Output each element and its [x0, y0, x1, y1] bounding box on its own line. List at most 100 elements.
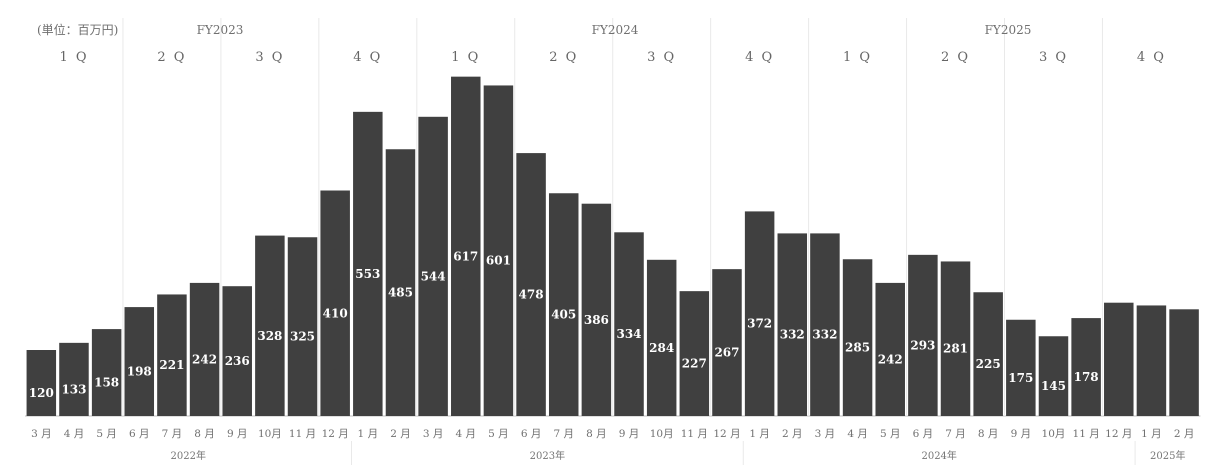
bar-value-label: 242 [192, 352, 217, 366]
quarter-label: 3 Q [647, 50, 676, 65]
month-tick-label: 6 月 [521, 428, 542, 440]
bar-value-label: 236 [225, 354, 250, 368]
bar-mark [157, 294, 187, 416]
bar-value-label: 133 [61, 382, 86, 396]
bar-value-label: 293 [910, 338, 935, 352]
month-tick-label: 1 月 [1141, 428, 1162, 440]
bar-mark [777, 233, 808, 416]
month-tick-label: 10月 [1042, 428, 1066, 440]
year-label: 2024年 [921, 449, 956, 462]
bar-value-label: 410 [323, 306, 348, 320]
bar-mark [679, 291, 710, 416]
month-tick-label: 12 月 [713, 428, 740, 440]
bar-mark [712, 269, 742, 416]
bar-mark [385, 149, 416, 416]
bar-value-label: 175 [1008, 371, 1033, 385]
unit-label: (単位：百万円) [37, 22, 118, 37]
bar-mark [222, 286, 252, 416]
bar-value-label: 544 [421, 269, 446, 283]
bar-mark [842, 259, 873, 416]
month-tick-label: 3 月 [423, 428, 444, 440]
bar-mark [189, 282, 220, 416]
month-tick-label: 4 月 [847, 428, 868, 440]
bar-mark [451, 76, 481, 417]
bar-value-label: 242 [878, 352, 903, 366]
bar-value-label: 601 [486, 254, 511, 268]
bar-value-label: 178 [1074, 370, 1099, 384]
bar-mark [124, 307, 155, 416]
month-tick-label: 4 月 [456, 428, 477, 440]
bar-mark [646, 259, 677, 416]
fiscal-year-label: FY2023 [197, 23, 244, 37]
bar-mark [1104, 302, 1134, 416]
bar-mark [1071, 318, 1101, 416]
quarter-label: 1 Q [843, 50, 872, 65]
month-tick-label: 12 月 [322, 428, 349, 440]
month-tick-label: 11 月 [681, 428, 708, 440]
fiscal-year-label: FY2024 [592, 23, 639, 37]
bar-mark [744, 211, 775, 416]
bar-value-label: 158 [94, 376, 119, 390]
quarter-label: 4 Q [1137, 50, 1166, 65]
bar-value-label: 372 [747, 317, 772, 331]
month-tick-label: 10月 [258, 428, 282, 440]
month-tick-label: 6 月 [129, 428, 150, 440]
month-tick-label: 9 月 [619, 428, 640, 440]
month-tick-label: 4 月 [64, 428, 85, 440]
month-tick-label: 7 月 [553, 428, 574, 440]
bar-mark [875, 282, 905, 416]
bar-mark [26, 350, 57, 416]
quarter-label: 2 Q [549, 50, 578, 65]
bar-mark [908, 254, 938, 416]
month-tick-label: 5 月 [488, 428, 509, 440]
month-tick-label: 5 月 [880, 428, 901, 440]
bar-value-label: 285 [845, 341, 870, 355]
month-tick-label: 9 月 [1011, 428, 1032, 440]
month-tick-label: 8 月 [194, 428, 215, 440]
bar-value-label: 332 [812, 328, 837, 342]
bar-mark [516, 153, 546, 416]
bar-value-label: 145 [1041, 379, 1066, 393]
bar-mark [1136, 305, 1167, 416]
bar-value-label: 386 [584, 313, 609, 327]
bar-value-label: 284 [649, 341, 674, 355]
bar-mark [1038, 336, 1069, 416]
bar-value-label: 225 [976, 357, 1001, 371]
month-tick-label: 1 月 [358, 428, 379, 440]
bar-mark [973, 292, 1003, 416]
bar-mark [940, 261, 971, 416]
bar-mark [614, 232, 644, 416]
bar-value-label: 617 [453, 249, 478, 263]
quarter-label: 1 Q [451, 50, 480, 65]
month-tick-label: 10月 [650, 428, 674, 440]
bar-mark [320, 190, 350, 416]
bar-value-label: 227 [682, 357, 707, 371]
month-tick-label: 3 月 [815, 428, 836, 440]
quarter-label: 1 Q [59, 50, 88, 65]
bar-value-label: 221 [159, 358, 184, 372]
month-tick-label: 11 月 [289, 428, 316, 440]
quarter-label: 3 Q [1039, 50, 1068, 65]
bar-mark [810, 233, 840, 416]
month-tick-label: 3 月 [31, 428, 52, 440]
bar-mark [353, 111, 383, 416]
bar-mark [255, 235, 285, 416]
quarter-label: 4 Q [745, 50, 774, 65]
bar-value-label: 120 [29, 386, 54, 400]
month-tick-label: 5 月 [96, 428, 117, 440]
bar-value-label: 198 [127, 365, 152, 379]
bar-mark [91, 329, 122, 416]
month-tick-label: 11 月 [1073, 428, 1100, 440]
year-label: 2022年 [171, 449, 206, 462]
bar-mark [581, 203, 612, 416]
month-tick-label: 7 月 [945, 428, 966, 440]
bar-value-label: 325 [290, 330, 315, 344]
bar-value-label: 267 [714, 346, 739, 360]
month-tick-label: 2 月 [390, 428, 411, 440]
bar-mark [287, 237, 318, 416]
quarter-label: 2 Q [941, 50, 970, 65]
quarter-label: 4 Q [353, 50, 382, 65]
bar-value-label: 405 [551, 308, 576, 322]
bar-value-label: 553 [355, 267, 380, 281]
